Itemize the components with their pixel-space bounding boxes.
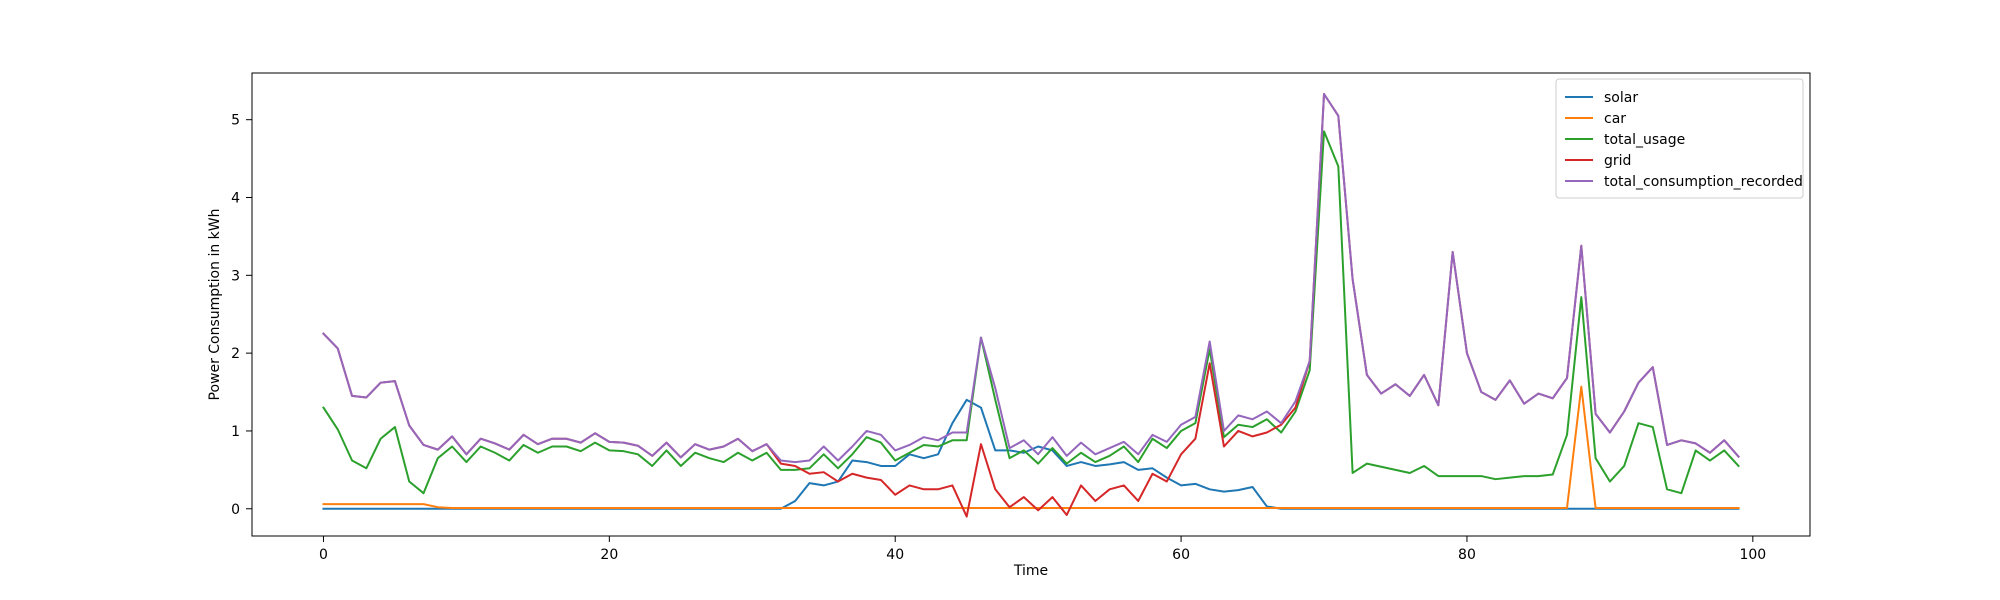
x-axis-label: Time — [1013, 563, 1048, 579]
legend-box — [1555, 78, 1804, 199]
series-line-total-usage — [322, 130, 1740, 495]
y-tick-label: 3 — [231, 268, 240, 284]
y-axis-ticks: 0 1 2 3 4 5 — [231, 113, 252, 518]
y-tick-label: 4 — [231, 191, 240, 207]
series-line-total-consumption-recorded — [322, 93, 1740, 464]
y-tick-label: 1 — [231, 424, 240, 440]
x-axis-ticks: 0 20 40 60 80 100 — [319, 536, 1766, 563]
plot-frame — [251, 72, 1811, 537]
x-tick-label: 100 — [1739, 547, 1766, 563]
legend-label: grid — [1604, 153, 1631, 169]
legend-label: total_consumption_recorded — [1604, 174, 1803, 190]
x-tick-label: 0 — [319, 547, 328, 563]
y-tick-label: 0 — [231, 502, 240, 518]
legend-label: car — [1604, 111, 1626, 127]
series-line-car — [322, 385, 1740, 509]
x-tick-label: 80 — [1458, 547, 1476, 563]
y-tick-label: 2 — [231, 346, 240, 362]
legend-label: solar — [1604, 90, 1638, 106]
x-tick-label: 60 — [1172, 547, 1190, 563]
legend-label: total_usage — [1604, 132, 1685, 148]
y-axis-label: Power Consumption in kWh — [207, 209, 223, 401]
x-tick-label: 20 — [600, 547, 618, 563]
plot-area — [251, 72, 1811, 537]
series-layer — [322, 93, 1740, 518]
y-tick-label: 5 — [231, 113, 240, 129]
x-tick-label: 40 — [886, 547, 904, 563]
